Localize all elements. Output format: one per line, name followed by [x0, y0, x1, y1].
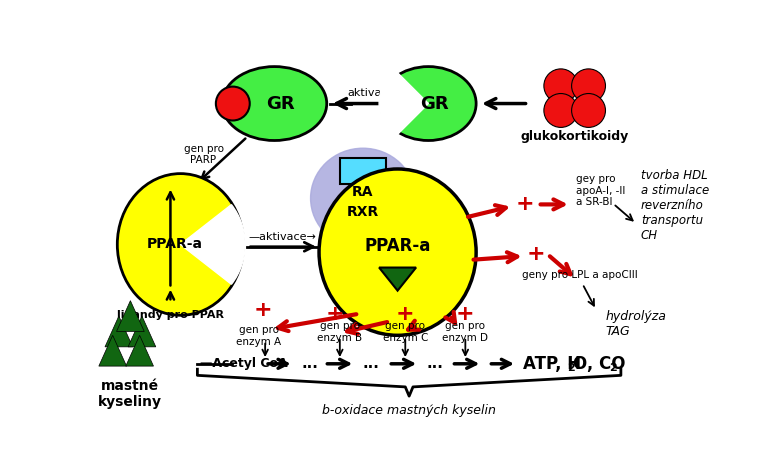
Text: gey pro
apoA-I, -II
a SR-BI: gey pro apoA-I, -II a SR-BI	[576, 174, 626, 207]
Text: GR: GR	[266, 94, 295, 113]
Ellipse shape	[311, 148, 415, 248]
Circle shape	[544, 69, 578, 103]
Ellipse shape	[319, 169, 476, 335]
Text: PPAR-a: PPAR-a	[146, 238, 202, 252]
Circle shape	[544, 93, 578, 127]
FancyBboxPatch shape	[340, 158, 386, 185]
Ellipse shape	[222, 66, 327, 140]
Text: +: +	[456, 304, 475, 324]
Text: gen pro
enzym A: gen pro enzym A	[237, 326, 282, 347]
Text: +: +	[527, 245, 546, 265]
Text: gen pro
PARP: gen pro PARP	[184, 144, 224, 165]
Polygon shape	[105, 316, 133, 347]
Circle shape	[571, 93, 606, 127]
Polygon shape	[128, 316, 156, 347]
Text: ...: ...	[363, 356, 380, 371]
Circle shape	[571, 69, 606, 103]
Text: RA: RA	[353, 185, 374, 199]
Text: GR: GR	[420, 94, 449, 113]
Text: aktivace: aktivace	[347, 88, 394, 98]
Text: ATP, H: ATP, H	[523, 355, 581, 373]
Text: ...: ...	[427, 356, 444, 371]
Text: +: +	[515, 194, 534, 214]
Wedge shape	[180, 205, 245, 284]
Text: gen pro
enzym B: gen pro enzym B	[317, 321, 362, 343]
Text: glukokortikoidy: glukokortikoidy	[520, 130, 629, 143]
Wedge shape	[379, 69, 428, 139]
Text: b-oxidace mastných kyselin: b-oxidace mastných kyselin	[322, 404, 496, 417]
Polygon shape	[99, 335, 127, 366]
Text: hydrolýza
TAG: hydrolýza TAG	[606, 310, 666, 338]
Text: mastné
kyseliny: mastné kyseliny	[98, 379, 162, 409]
Text: geny pro LPL a apoCIII: geny pro LPL a apoCIII	[523, 270, 638, 280]
Text: gen pro
enzym C: gen pro enzym C	[382, 321, 428, 343]
Text: 2: 2	[610, 364, 617, 373]
Polygon shape	[379, 267, 416, 291]
Text: +: +	[396, 304, 414, 324]
Polygon shape	[126, 335, 153, 366]
Ellipse shape	[381, 66, 476, 140]
Ellipse shape	[118, 173, 243, 315]
Circle shape	[216, 86, 250, 120]
Text: tvorba HDL
a stimulace
reverzního
transportu
CH: tvorba HDL a stimulace reverzního transp…	[641, 169, 709, 242]
Text: —Acetyl CoA: —Acetyl CoA	[200, 357, 288, 370]
Text: +: +	[253, 300, 272, 320]
Text: O, CO: O, CO	[573, 355, 626, 373]
Text: RXR: RXR	[347, 205, 379, 219]
Text: PPAR-a: PPAR-a	[365, 237, 431, 255]
Text: gen pro
enzym D: gen pro enzym D	[443, 321, 488, 343]
Polygon shape	[117, 301, 144, 332]
Text: —aktivace→: —aktivace→	[248, 232, 316, 242]
Text: +: +	[325, 304, 344, 324]
Text: 2: 2	[567, 364, 575, 373]
Text: ligandy pro PPAR: ligandy pro PPAR	[117, 310, 224, 320]
Text: ...: ...	[301, 356, 318, 371]
